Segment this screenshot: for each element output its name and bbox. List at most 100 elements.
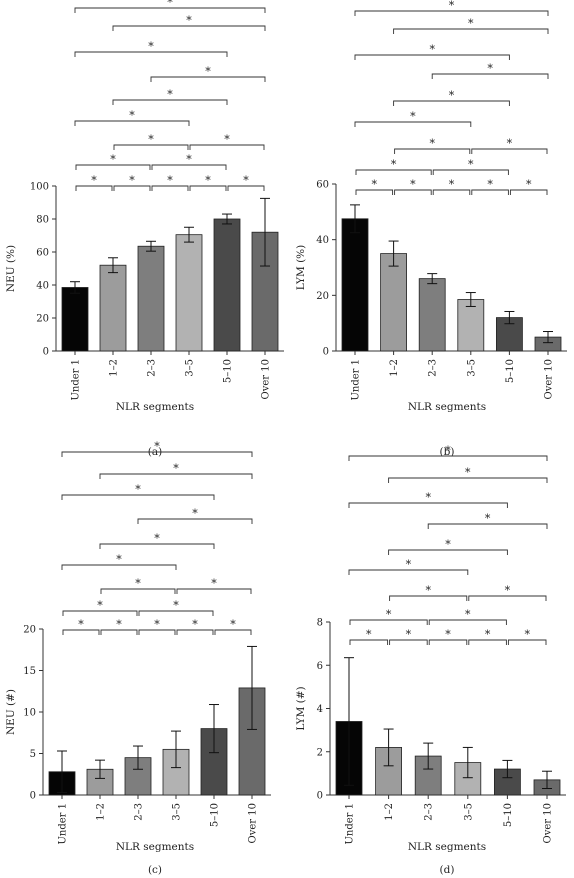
- significance-bracket: [428, 619, 507, 625]
- significance-bracket: [349, 619, 428, 625]
- significance-marker: *: [386, 608, 392, 621]
- significance-bracket: [75, 164, 151, 170]
- panel-d-chart: 0 2 4 6 8 LYM (#) Under 1 1–2 2–3 3–5 5–10 Over 10 *…: [295, 444, 566, 876]
- significance-bracket: [151, 164, 227, 170]
- panel-a-chart: 0 20 40 60 80 100 NEU (%) Under 1 1–2 2–3 3–5 5–10 O…: [5, 0, 284, 458]
- bar-0: [341, 218, 369, 352]
- panel-label: (b): [440, 446, 455, 458]
- significance-bracket: [62, 629, 100, 635]
- significance-marker: *: [167, 174, 173, 187]
- significance-marker: *: [173, 599, 179, 612]
- bar-0: [61, 287, 89, 352]
- significance-bracket: [227, 185, 265, 191]
- significance-marker: *: [116, 553, 122, 566]
- significance-marker: *: [391, 158, 397, 171]
- significance-bracket: [61, 451, 253, 457]
- significance-bracket: [427, 523, 548, 529]
- significance-bracket: [355, 189, 394, 195]
- x-tick-label: 5–10: [210, 803, 221, 827]
- y-tick-label: 20: [23, 625, 36, 636]
- y-axis-title: NEU (%): [5, 245, 17, 292]
- significance-bracket: [468, 639, 507, 645]
- significance-marker: *: [445, 444, 451, 457]
- significance-bracket: [138, 610, 214, 616]
- x-tick-label: 1–2: [109, 359, 120, 377]
- significance-marker: *: [205, 174, 211, 187]
- x-axis-title: NLR segments: [116, 401, 194, 413]
- significance-bracket: [61, 494, 215, 500]
- x-tick-label: 2–3: [134, 803, 145, 821]
- y-tick-label: 80: [36, 215, 49, 226]
- significance-bracket: [100, 588, 176, 594]
- significance-bracket: [354, 54, 510, 60]
- significance-bracket: [113, 144, 189, 150]
- significance-marker: *: [487, 62, 493, 75]
- x-tick-label: 2–3: [424, 803, 435, 821]
- significance-bracket: [471, 189, 509, 195]
- significance-bracket: [348, 569, 469, 575]
- significance-marker: *: [468, 158, 474, 171]
- y-tick-label: 0: [323, 347, 329, 358]
- bar-2: [137, 245, 165, 352]
- y-tick-label: 0: [30, 791, 36, 802]
- significance-marker: *: [485, 512, 491, 525]
- significance-marker: *: [129, 174, 135, 187]
- significance-marker: *: [526, 178, 532, 191]
- significance-marker: *: [425, 584, 431, 597]
- significance-marker: *: [154, 440, 160, 453]
- x-tick-label: 5–10: [223, 359, 234, 383]
- significance-marker: *: [186, 14, 192, 27]
- significance-marker: *: [410, 110, 416, 123]
- significance-marker: *: [410, 178, 416, 191]
- significance-marker: *: [449, 89, 455, 102]
- panel-label: (d): [440, 864, 455, 876]
- y-tick-label: 40: [36, 281, 49, 292]
- significance-bracket: [354, 10, 549, 16]
- x-tick-label: Over 10: [544, 359, 555, 399]
- bar-3: [457, 299, 485, 352]
- x-tick-label: 1–2: [384, 803, 395, 821]
- panel-b-chart: 0 20 40 60 LYM (%) Under 1 1–2 2–3 3–5 5–10 Over 1…: [295, 0, 567, 458]
- y-tick-label: 8: [317, 618, 323, 629]
- y-tick-label: 0: [317, 791, 323, 802]
- x-axis-title: NLR segments: [408, 841, 486, 853]
- bar-2: [418, 278, 446, 352]
- significance-bracket: [176, 588, 252, 594]
- y-tick-label: 20: [316, 291, 329, 302]
- significance-bracket: [349, 639, 389, 645]
- x-tick-label: Under 1: [351, 359, 362, 401]
- significance-bracket: [432, 169, 509, 175]
- significance-bracket: [138, 629, 176, 635]
- significance-bracket: [393, 100, 510, 106]
- x-tick-label: Over 10: [261, 359, 272, 399]
- significance-bracket: [507, 639, 547, 645]
- significance-marker: *: [78, 618, 84, 631]
- y-tick-label: 2: [317, 747, 323, 758]
- significance-marker: *: [372, 178, 378, 191]
- significance-bracket: [431, 73, 549, 79]
- significance-marker: *: [230, 618, 236, 631]
- x-tick-label: 5–10: [503, 803, 514, 827]
- significance-marker: *: [154, 532, 160, 545]
- x-tick-label: 3–5: [185, 359, 196, 377]
- significance-marker: *: [97, 599, 103, 612]
- significance-bracket: [189, 144, 265, 150]
- significance-bracket: [509, 189, 548, 195]
- significance-marker: *: [116, 618, 122, 631]
- significance-marker: *: [211, 577, 217, 590]
- significance-marker: *: [129, 109, 135, 122]
- significance-bracket: [393, 28, 549, 34]
- significance-bracket: [348, 502, 508, 508]
- y-axis-title: NEU (#): [5, 689, 17, 735]
- x-tick-label: Under 1: [345, 803, 356, 845]
- significance-marker: *: [91, 174, 97, 187]
- significance-bracket: [388, 549, 508, 555]
- significance-bracket: [389, 639, 428, 645]
- significance-bracket: [214, 629, 252, 635]
- y-axis-title: LYM (#): [295, 686, 307, 730]
- y-tick-label: 15: [23, 666, 36, 677]
- significance-bracket: [61, 564, 177, 570]
- y-tick-label: 6: [317, 661, 323, 672]
- significance-marker: *: [468, 17, 474, 30]
